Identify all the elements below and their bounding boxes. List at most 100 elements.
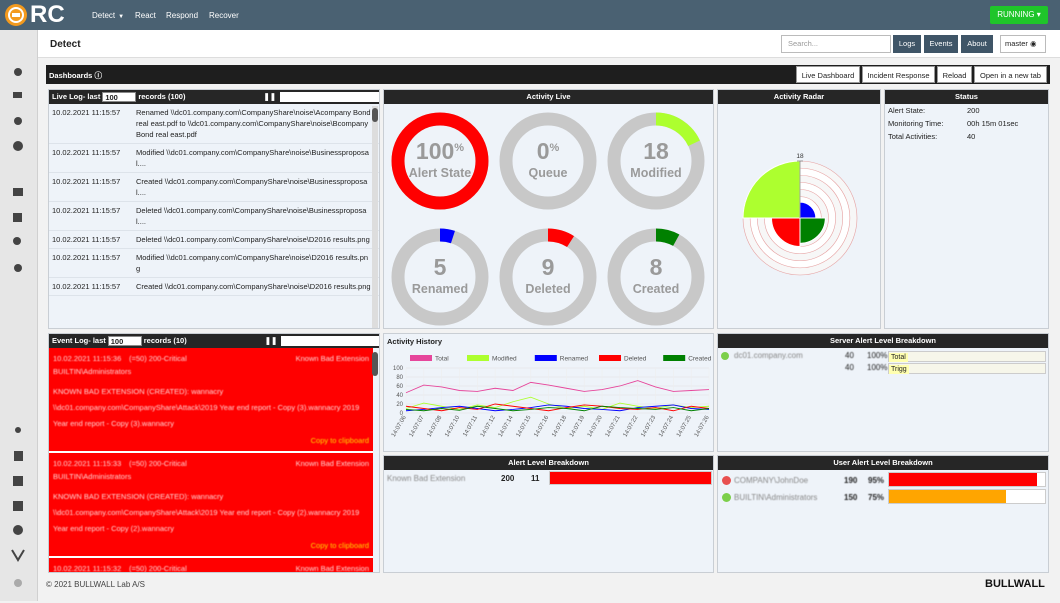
user-menu[interactable]: master ◉ [1000,35,1046,53]
limit-select[interactable]: 100 [102,92,137,103]
user-name: COMPANY\JohnDoe [734,476,809,485]
status-label: Alert State: [888,106,926,115]
header-button[interactable]: Events [924,35,958,53]
log-title: Event Log- last [52,336,106,345]
gauge-arc [391,228,489,326]
activity-radar-panel: Activity Radar 18 [717,89,881,329]
top-bar: RC RUNNING ▾ Detect ▼ React Respond Recover [0,0,1060,30]
records-count: records (10) [143,336,187,345]
legend-swatch [599,355,621,361]
status-panel: Status Alert State: 200 Monitoring Time: 00h… [884,89,1049,329]
series-line [405,380,710,394]
search-input[interactable]: Search... [781,35,891,53]
gauge-arc [499,228,597,326]
x-tick-label: 14:07:24 [658,414,675,438]
panel-title: Event Log- last 100 records (10) ❚❚ [49,334,379,348]
x-tick-label: 14:07:07 [409,414,426,438]
server-icon [721,352,729,360]
dashboard-button[interactable]: Live Dashboard [796,66,860,83]
server-alert-panel: Server Alert Level Breakdown dc01.company… [717,333,1049,452]
gauges: 100% Alert State 0% Queue 18 Modified 5 Renamed… [391,112,705,326]
y-tick-label: 80 [396,375,403,381]
pause-button[interactable]: ❚❚ [264,336,278,345]
limit-select[interactable]: 100 [107,336,142,347]
copy-button[interactable]: Copy to clipboard [310,436,369,445]
y-tick-label: 60 [396,384,403,390]
alert-bar [550,472,711,484]
header-button[interactable]: Logs [893,35,921,53]
event-time: 10.02.2021 11:15:33 [53,459,122,468]
line-chart: Total Modified Renamed Deleted Created 0 20 40 6… [391,355,712,438]
gauge-value: 5 [434,254,447,280]
event-level: (=50) 200-Critical [129,564,187,572]
event-log-panel: Event Log- last 100 records (10) ❚❚ 10.02.20… [48,333,380,573]
gauge-value-number: 5 [434,254,447,280]
event-rule: Known Bad Extension [295,354,369,363]
scrollbar [372,106,378,328]
gauge-unit: % [454,142,464,154]
dashboards-title: Dashboards ⓘ [49,71,102,80]
log-time: 10.02.2021 11:15:57 [52,206,121,215]
panel-title: Activity Live [384,90,713,104]
log-row: 10.02.2021 11:15:57 Deleted \\dc01.compan… [49,202,379,231]
server-bar: Trigg [888,363,1046,374]
x-tick-label: 14:07:19 [569,414,586,438]
status-label: Total Activities: [888,132,938,141]
radar: 18 [742,153,858,276]
log-text: Deleted \\dc01.company.com\CompanyShare\… [136,206,367,226]
live-log-body: 10.02.2021 11:15:57 Renamed \\dc01.compan… [49,104,379,328]
log-text: Created \\dc01.company.com\CompanyShare\… [136,282,371,291]
log-time: 10.02.2021 11:15:57 [52,282,121,291]
log-text: Modified \\dc01.company.com\CompanyShare… [136,253,369,273]
user-percent: 95% [868,476,885,485]
header-button[interactable]: About [961,35,993,53]
panel-title: Status [885,90,1048,104]
log-time: 10.02.2021 11:15:57 [52,177,121,186]
status-row: Alert State: 200 [885,104,1048,117]
log-text: Modified \\dc01.company.com\CompanyShare… [136,148,369,168]
menu-item[interactable]: Respond [166,11,199,20]
status-value: 200 [967,106,980,115]
x-tick-label: 14:07:08 [427,414,444,438]
status-row: Monitoring Time: 00h 15m 01sec [885,117,1048,130]
series-line [405,396,710,410]
user-bar [889,490,1006,503]
pause-button[interactable]: ❚❚ [263,92,277,101]
filter-input[interactable] [280,92,379,103]
user-bar-track [888,489,1046,504]
legend-label: Renamed [560,356,589,363]
dashboard-button[interactable]: Incident Response [862,66,935,83]
filter-input[interactable] [281,336,379,347]
dashboard-button[interactable]: Open in a new tab [974,66,1047,83]
log-text: Created \\dc01.company.com\CompanyShare\… [136,177,368,197]
gauge-arc [391,112,489,210]
server-bar-label: Total [889,353,908,362]
y-tick-label: 40 [396,393,403,399]
server-percent: 100% [867,363,888,372]
dashboard-button[interactable]: Reload [937,66,972,83]
dashboards-bar: Dashboards ⓘ Live Dashboard Incident Resp… [46,65,1050,84]
event-level: (=50) 200-Critical [129,354,187,363]
user-bar [889,473,1038,486]
gauge-value-number: 0 [537,138,550,164]
alert-name: Known Bad Extension [387,474,466,483]
gauge-value: 8 [650,254,663,280]
log-time: 10.02.2021 11:15:57 [52,148,121,157]
header: Detect Search... master ◉ Logs Events Abou… [38,30,1060,58]
y-tick-label: 100 [393,366,404,372]
log-title: Live Log- last [52,92,101,101]
event-time: 10.02.2021 11:15:32 [53,564,122,572]
event-log-body: 10.02.2021 11:15:36 (=50) 200-Critical Kno… [49,348,373,572]
server-count: 40 [845,351,854,360]
records-count: records (100) [138,92,186,101]
copy-button[interactable]: Copy to clipboard [310,541,369,550]
server-bar: Total [888,351,1046,362]
gauge-label: Queue [529,166,568,180]
menu-item[interactable]: React [135,11,156,20]
status-text: RUNNING [997,10,1035,19]
menu-item[interactable]: Detect ▼ [92,11,125,20]
menu-item[interactable]: Recover [209,11,239,20]
status-button[interactable]: RUNNING ▾ [990,6,1048,24]
alert-bar-track [549,471,712,485]
gauge-value: 9 [542,254,555,280]
